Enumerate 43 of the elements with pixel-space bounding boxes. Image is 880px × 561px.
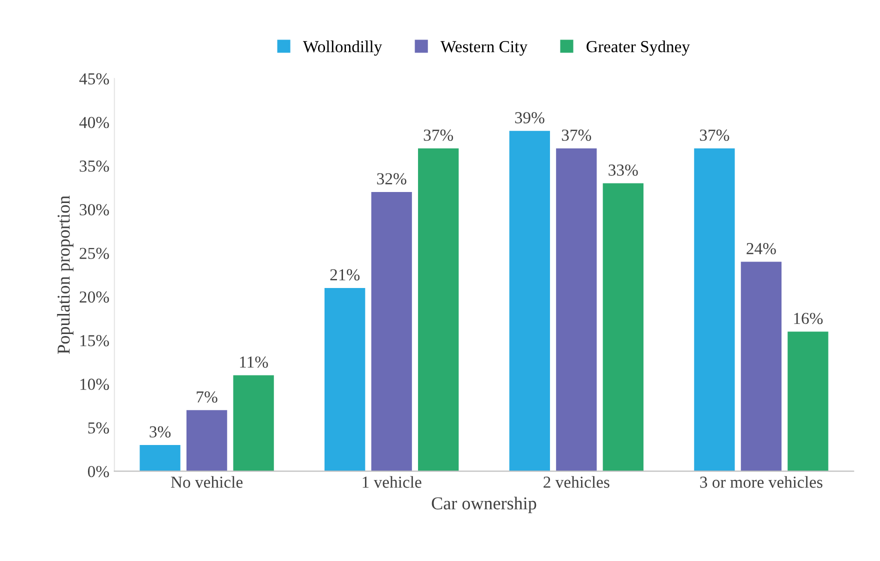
legend-label: Wollondilly bbox=[302, 40, 382, 56]
y-axis-title: Population proportion bbox=[57, 196, 74, 354]
y-tick-label: 30% bbox=[80, 204, 109, 216]
data-label: 37% bbox=[562, 130, 592, 141]
data-label: 21% bbox=[330, 269, 360, 280]
y-tick-label: 0% bbox=[88, 466, 109, 478]
x-axis-title: Car ownership bbox=[432, 496, 536, 514]
bar bbox=[740, 262, 782, 472]
data-label: 7% bbox=[196, 391, 218, 403]
bar bbox=[509, 130, 550, 472]
bar bbox=[371, 192, 412, 472]
legend-label: Western City bbox=[440, 41, 528, 56]
bar bbox=[788, 332, 828, 472]
bar bbox=[556, 148, 597, 472]
y-tick-label: 40% bbox=[79, 116, 109, 128]
bar bbox=[233, 375, 274, 472]
x-tick-label: 1 vehicle bbox=[362, 476, 422, 488]
data-label: 11% bbox=[240, 356, 268, 368]
legend-label: Greater Sydney bbox=[586, 40, 690, 56]
y-tick-label: 35% bbox=[80, 160, 109, 172]
bar bbox=[418, 148, 459, 472]
bar bbox=[694, 148, 735, 472]
data-label: 32% bbox=[377, 173, 406, 184]
data-label: 37% bbox=[424, 130, 454, 141]
x-tick-label: 2 vehicles bbox=[544, 476, 610, 488]
data-label: 33% bbox=[608, 164, 638, 176]
bar bbox=[186, 410, 228, 472]
x-tick-label: 3 or more vehicles bbox=[700, 476, 822, 488]
y-tick-label: 45% bbox=[79, 73, 109, 85]
y-tick-label: 20% bbox=[80, 291, 109, 303]
y-tick-label: 15% bbox=[80, 335, 109, 346]
data-label: 24% bbox=[746, 243, 776, 254]
bar bbox=[602, 183, 644, 472]
y-tick-label: 10% bbox=[80, 378, 109, 390]
data-label: 37% bbox=[700, 130, 730, 141]
y-tick-label: 25% bbox=[80, 248, 109, 260]
data-label: 39% bbox=[515, 112, 544, 124]
bar bbox=[140, 445, 180, 472]
data-label: 3% bbox=[150, 426, 171, 438]
x-tick-label: No vehicle bbox=[170, 476, 243, 488]
bar bbox=[324, 288, 366, 472]
data-label: 16% bbox=[794, 312, 823, 324]
y-tick-label: 5% bbox=[88, 422, 109, 434]
